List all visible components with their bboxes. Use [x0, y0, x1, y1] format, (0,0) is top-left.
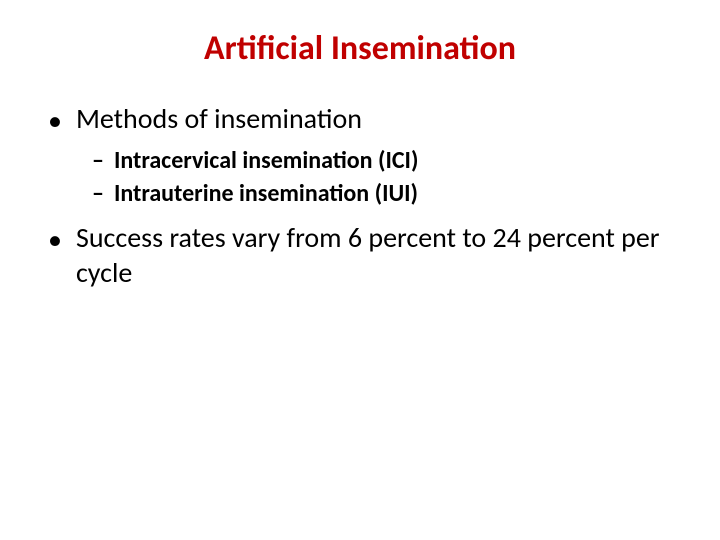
bullet-item-2: • Success rates vary from 6 percent to 2… [48, 220, 680, 290]
slide-container: Artificial Insemination • Methods of ins… [0, 0, 720, 540]
dash-icon: – [92, 146, 104, 175]
bullet-text: Methods of insemination [76, 101, 362, 136]
subbullet-item-1: – Intracervical insemination (ICI) [92, 146, 680, 175]
subbullet-text: Intracervical insemination (ICI) [114, 146, 418, 175]
bullet-text: Success rates vary from 6 percent to 24 … [76, 220, 680, 290]
slide-title: Artificial Insemination [40, 28, 680, 69]
dash-icon: – [92, 179, 104, 208]
subbullet-item-2: – Intrauterine insemination (IUI) [92, 179, 680, 208]
bullet-dot-icon: • [48, 101, 62, 140]
spacer [40, 212, 680, 220]
subbullet-text: Intrauterine insemination (IUI) [114, 179, 418, 208]
bullet-dot-icon: • [48, 220, 62, 259]
bullet-item-1: • Methods of insemination [48, 101, 680, 140]
